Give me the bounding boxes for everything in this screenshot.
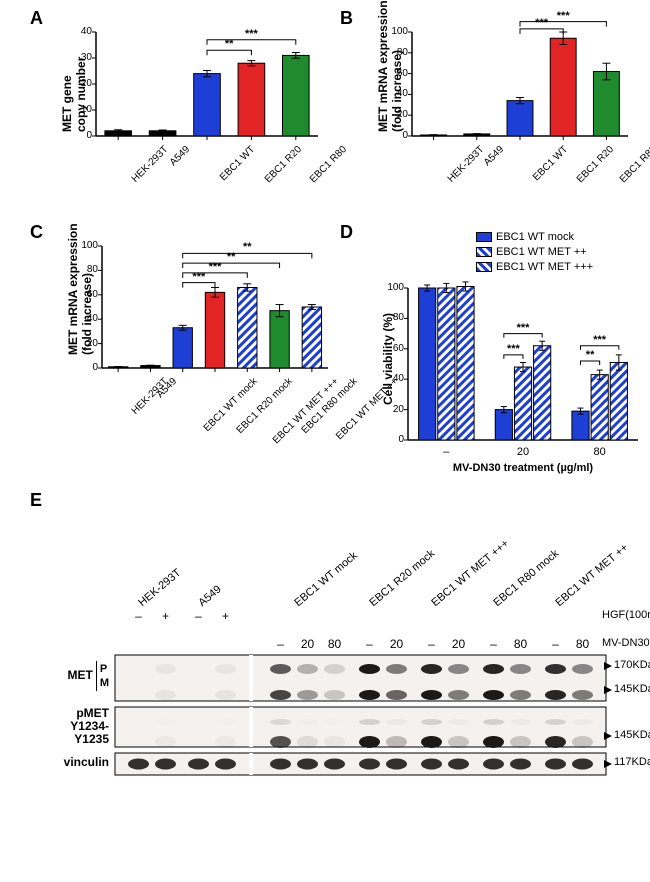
chart-a: 010203040HEK-293TA549EBC1 WTEBC1 R20EBC1… — [46, 14, 326, 214]
figure: A B C D E 010203040HEK-293TA549EBC1 WTEB… — [0, 0, 650, 882]
mvdn30-sign: – — [486, 637, 502, 651]
y-axis-label: MET mRNA expression(fold increase) — [376, 52, 404, 132]
legend-text: EBC1 WT MET +++ — [496, 260, 593, 274]
x-group-label: 80 — [561, 446, 638, 458]
x-axis-label: MV-DN30 treatment (µg/ml) — [408, 462, 638, 474]
legend-item: EBC1 WT mock — [476, 230, 593, 244]
legend-text: EBC1 WT MET ++ — [496, 245, 587, 259]
hgf-sign: + — [158, 609, 174, 623]
mvdn30-sign: – — [548, 637, 564, 651]
significance-label: *** — [239, 28, 263, 40]
hgf-sign: – — [131, 609, 147, 623]
legend-item: EBC1 WT MET +++ — [476, 260, 593, 274]
y-tick-label: 0 — [72, 362, 98, 373]
chart-b: 020406080100HEK-293TA549EBC1 WTEBC1 R20E… — [356, 14, 636, 214]
panel-e-western-blot: METPMpMETY1234-Y1235vinculin170KDa145KDa… — [30, 505, 630, 875]
met-label: MET — [67, 668, 92, 682]
mvdn30-sign: – — [424, 637, 440, 651]
mw-pmet: 145KDa — [614, 729, 650, 741]
y-axis-label: Cell viability (%) — [381, 325, 395, 405]
significance-label: ** — [217, 38, 241, 50]
hgf-sign: + — [218, 609, 234, 623]
panel-label-a: A — [30, 8, 43, 29]
hgf-sign: – — [191, 609, 207, 623]
panel-label-c: C — [30, 222, 43, 243]
significance-label: *** — [501, 343, 525, 355]
chart-d: 020406080100–2080***********Cell viabili… — [356, 228, 646, 488]
significance-label: *** — [530, 17, 554, 29]
mvdn30-row-label: MV-DN30 (µg/ml) — [602, 637, 650, 649]
y-axis-label: MET mRNA expression(fold increase) — [66, 275, 94, 355]
significance-label: ** — [235, 241, 259, 253]
pmet-row-label: pMETY1234-Y1235 — [30, 707, 109, 746]
mw-met-p: 170KDa — [614, 659, 650, 671]
mvdn30-sign: 80 — [513, 637, 529, 651]
significance-label: *** — [511, 322, 535, 334]
panel-label-d: D — [340, 222, 353, 243]
met-p: P — [100, 663, 107, 675]
x-group-label: 20 — [485, 446, 562, 458]
legend-swatch — [476, 262, 492, 272]
y-tick-label: 0 — [378, 434, 404, 445]
legend-item: EBC1 WT MET ++ — [476, 245, 593, 259]
met-m: M — [100, 677, 109, 689]
significance-label: *** — [588, 334, 612, 346]
chart-c: 020406080100HEK-293TA549EBC1 WT mockEBC1… — [46, 228, 336, 488]
mvdn30-sign: 20 — [451, 637, 467, 651]
panel-label-b: B — [340, 8, 353, 29]
vinculin-row-label: vinculin — [30, 756, 109, 769]
y-tick-label: 20 — [378, 404, 404, 415]
significance-label: *** — [551, 10, 575, 22]
legend: EBC1 WT mockEBC1 WT MET ++EBC1 WT MET ++… — [476, 230, 593, 275]
legend-swatch — [476, 247, 492, 257]
y-tick-label: 100 — [378, 282, 404, 293]
mvdn30-sign: 80 — [575, 637, 591, 651]
legend-text: EBC1 WT mock — [496, 230, 574, 244]
legend-swatch — [476, 232, 492, 242]
mvdn30-sign: 20 — [300, 637, 316, 651]
mvdn30-sign: 80 — [327, 637, 343, 651]
mw-vinculin: 117KDa — [614, 756, 650, 768]
mvdn30-sign: – — [362, 637, 378, 651]
mw-met-m: 145KDa — [614, 683, 650, 695]
mvdn30-sign: – — [273, 637, 289, 651]
hgf-row-label: HGF(100ng/ml) — [602, 609, 650, 621]
y-axis-label: MET genecopy number — [60, 52, 88, 132]
y-tick-label: 40 — [66, 26, 92, 37]
mvdn30-sign: 20 — [389, 637, 405, 651]
met-row-label: MET PM — [30, 661, 109, 691]
significance-label: ** — [578, 349, 602, 361]
x-group-label: – — [408, 446, 485, 458]
